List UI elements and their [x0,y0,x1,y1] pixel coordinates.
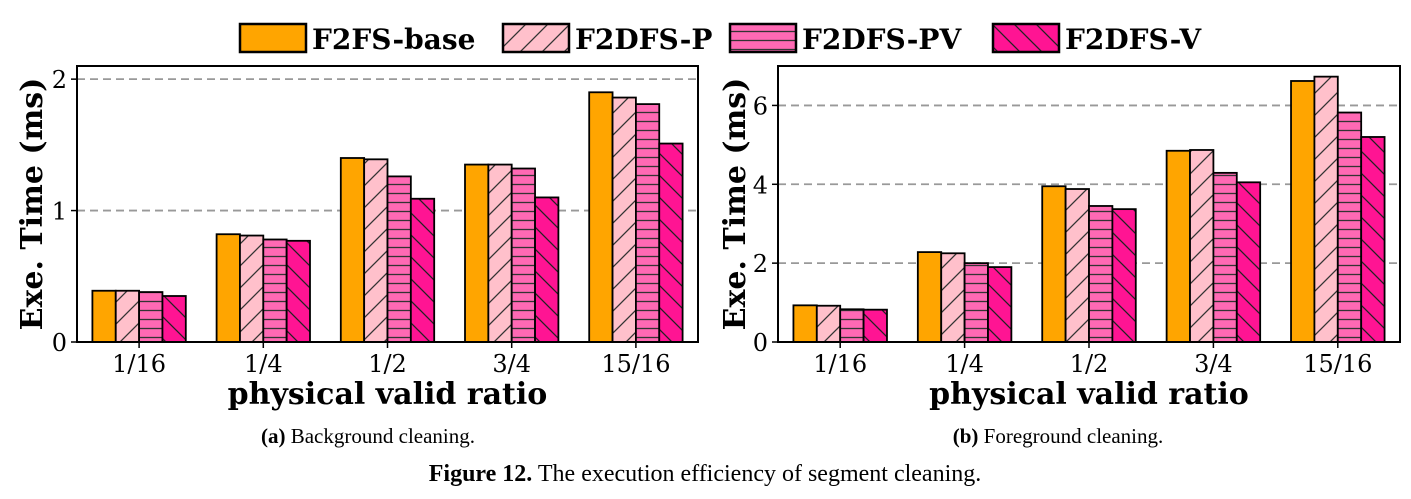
y-tick-label: 6 [753,92,768,120]
bar-f2dfs-v-1 [285,239,311,343]
y-tick-label: 4 [753,171,768,199]
bar-f2dfs-p-4 [611,96,637,343]
bar-f2fs-base-4 [588,91,614,343]
legend-swatch-f2dfs-v [991,22,1061,54]
bar-f2dfs-pv-2 [386,175,412,343]
caption-a-text: Background cleaning. [291,424,475,448]
bar-f2dfs-pv-4 [1336,111,1363,343]
legend: F2FS-base F2DFS-P F2DFS-PV F2DFS-V [238,22,1202,56]
plot-frame [76,65,699,343]
bar-f2dfs-p-0 [815,304,842,343]
y-axis-title: Exe. Time (ms) [15,78,50,331]
bar-f2fs-base-2 [1041,185,1067,343]
chart-foreground-cleaning: 0 2 4 6 1/16 1/4 1/2 3/4 15/16 physical valid rat… [718,65,1401,412]
caption-b-tag: (b) [953,424,979,448]
bar-f2dfs-p-3 [1189,149,1215,343]
bar-f2fs-base-1 [215,233,241,343]
legend-label-f2dfs-p: F2DFS-P [575,23,712,56]
x-tick-label: 1/2 [368,350,407,378]
bar-f2dfs-pv-2 [1088,205,1114,343]
bar-f2dfs-pv-1 [963,262,989,343]
bar-f2dfs-v-0 [862,308,888,343]
caption-a: (a) Background cleaning. [261,424,475,448]
legend-swatch-f2fs-base [238,22,308,54]
bar-f2fs-base-1 [916,251,943,343]
y-tick-label: 1 [52,198,67,226]
bar-f2dfs-p-2 [1064,188,1090,343]
y-tick-label: 0 [52,329,67,357]
x-tick-label: 1/16 [112,350,166,378]
bar-f2dfs-pv-1 [262,238,288,343]
bar-f2fs-base-4 [1290,80,1316,343]
bar-f2dfs-p-1 [940,252,966,343]
bar-f2dfs-v-4 [658,142,684,343]
bar-f2dfs-pv-0 [138,291,164,343]
bar-f2dfs-v-2 [409,197,436,343]
bar-f2dfs-v-3 [534,196,560,343]
bar-f2fs-base-0 [792,304,818,343]
x-tick-label: 1/16 [813,350,867,378]
legend-swatch-f2dfs-p [501,22,571,54]
x-tick-label: 15/16 [601,350,670,378]
y-tick-label: 2 [52,66,67,94]
bar-f2dfs-v-0 [161,295,187,343]
x-tick-label: 1/4 [945,350,984,378]
bar-f2dfs-p-4 [1313,75,1339,343]
legend-label-f2dfs-v: F2DFS-V [1065,23,1202,56]
bar-f2dfs-v-3 [1235,181,1262,343]
figure-caption-text: The execution efficiency of segment clea… [538,461,981,487]
legend-label-f2fs-base: F2FS-base [312,23,475,56]
y-tick-label: 0 [753,329,768,357]
bar-f2dfs-pv-4 [635,103,661,343]
figure-caption-label: Figure 12. [429,461,533,487]
caption-a-tag: (a) [261,424,286,448]
x-axis-title: physical valid ratio [228,377,548,412]
legend-swatch-f2dfs-pv [728,22,798,54]
legend-label-f2dfs-pv: F2DFS-PV [802,23,962,56]
bar-f2dfs-pv-3 [510,167,536,343]
bar-f2dfs-v-1 [987,266,1013,343]
x-axis-title: physical valid ratio [929,377,1249,412]
bar-f2dfs-p-0 [114,289,140,343]
bar-f2dfs-v-4 [1360,136,1386,343]
bar-f2dfs-p-2 [363,158,389,343]
x-tick-label: 15/16 [1303,350,1372,378]
y-tick-label: 2 [753,250,768,278]
bar-f2dfs-v-2 [1111,208,1137,343]
bar-f2dfs-p-1 [239,234,265,343]
chart-background-cleaning: 0 1 2 1/16 1/4 1/2 3/4 15/16 physical valid rati… [15,65,699,412]
plot-frame [777,65,1401,343]
caption-b-text: Foreground cleaning. [984,424,1164,448]
bar-f2dfs-pv-0 [839,308,865,343]
bar-f2fs-base-2 [339,157,366,343]
bar-f2fs-base-3 [1165,149,1191,343]
x-tick-label: 1/4 [244,350,283,378]
caption-b: (b) Foreground cleaning. [953,424,1164,448]
y-axis-title: Exe. Time (ms) [718,78,753,331]
x-tick-label: 1/2 [1070,350,1109,378]
x-tick-label: 3/4 [492,350,531,378]
bar-f2fs-base-3 [464,163,490,343]
figure-caption: Figure 12. The execution efficiency of s… [429,461,982,487]
bar-f2dfs-p-3 [487,163,513,343]
x-tick-label: 3/4 [1194,350,1233,378]
bar-f2dfs-pv-3 [1212,171,1238,343]
bar-f2fs-base-0 [91,289,117,343]
